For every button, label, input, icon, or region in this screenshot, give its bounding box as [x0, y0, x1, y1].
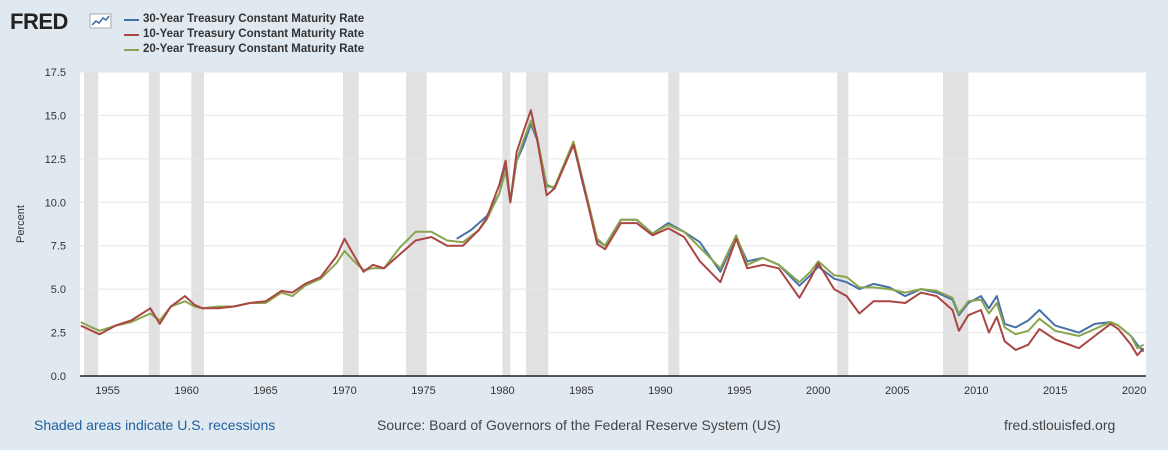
x-tick-label: 2005 — [885, 385, 909, 397]
y-tick-label: 7.5 — [51, 241, 66, 253]
chart: 0.0 2.5 5.0 7.5 10.0 12.5 15.0 17.5 1955 1960 196… — [15, 67, 1146, 397]
legend-label: 10-Year Treasury Constant Maturity Rate — [143, 28, 365, 40]
recession-band — [148, 72, 160, 376]
legend-item[interactable]: 20-Year Treasury Constant Maturity Rate — [124, 42, 364, 57]
recession-band — [526, 72, 549, 376]
x-tick-label: 1955 — [95, 385, 119, 397]
legend-item[interactable]: 30-Year Treasury Constant Maturity Rate — [124, 12, 364, 27]
fred-logo: FRED — [10, 9, 112, 34]
y-tick-label: 0.0 — [51, 371, 66, 383]
x-tick-label: 1985 — [569, 385, 593, 397]
legend-swatch — [124, 48, 139, 51]
legend-label: 30-Year Treasury Constant Maturity Rate — [143, 13, 365, 25]
plot-background — [80, 72, 1146, 376]
recession-band — [502, 72, 511, 376]
recession-band — [837, 72, 849, 376]
x-tick-label: 2015 — [1043, 385, 1067, 397]
recession-band — [191, 72, 204, 376]
fred-logo-text: FRED — [10, 9, 68, 34]
logo-graph-icon — [89, 13, 112, 29]
x-tick-label: 1960 — [174, 385, 198, 397]
y-tick-label: 2.5 — [51, 328, 66, 340]
chart-legend: 30-Year Treasury Constant Maturity Rate 1… — [124, 12, 364, 57]
y-tick-label: 10.0 — [45, 197, 66, 209]
recession-band — [342, 72, 359, 376]
series-lines — [80, 109, 1145, 357]
y-axis-label: Percent — [15, 205, 27, 243]
x-tick-label: 2020 — [1122, 385, 1146, 397]
y-tick-label: 15.0 — [45, 110, 66, 122]
y-tick-label: 5.0 — [51, 284, 66, 296]
recession-band — [83, 72, 99, 376]
grid-lines — [80, 71, 1146, 334]
source-note: Source: Board of Governors of the Federa… — [377, 417, 781, 433]
x-tick-labels: 1955 1960 1965 1970 1975 1980 1985 1990 1995 2000… — [95, 385, 1146, 397]
x-tick-label: 1995 — [727, 385, 751, 397]
x-tick-label: 2010 — [964, 385, 988, 397]
legend-label: 20-Year Treasury Constant Maturity Rate — [143, 43, 365, 55]
series-line[interactable] — [80, 109, 1145, 357]
recession-shading — [83, 72, 969, 376]
y-tick-labels: 0.0 2.5 5.0 7.5 10.0 12.5 15.0 17.5 — [45, 67, 66, 383]
x-tick-label: 2000 — [806, 385, 830, 397]
x-tick-label: 1965 — [253, 385, 277, 397]
site-link[interactable]: fred.stlouisfed.org — [1004, 417, 1116, 433]
legend-swatch — [124, 33, 139, 36]
recession-band — [406, 72, 427, 376]
y-tick-label: 12.5 — [45, 154, 66, 166]
legend-item[interactable]: 10-Year Treasury Constant Maturity Rate — [124, 27, 364, 42]
x-tick-label: 1970 — [332, 385, 356, 397]
y-tick-label: 17.5 — [45, 67, 66, 79]
recessions-note[interactable]: Shaded areas indicate U.S. recessions — [34, 417, 276, 433]
legend-swatch — [124, 18, 139, 21]
x-tick-label: 1975 — [411, 385, 435, 397]
recession-band — [943, 72, 969, 376]
x-tick-label: 1990 — [648, 385, 672, 397]
recession-band — [668, 72, 680, 376]
x-tick-label: 1980 — [490, 385, 514, 397]
